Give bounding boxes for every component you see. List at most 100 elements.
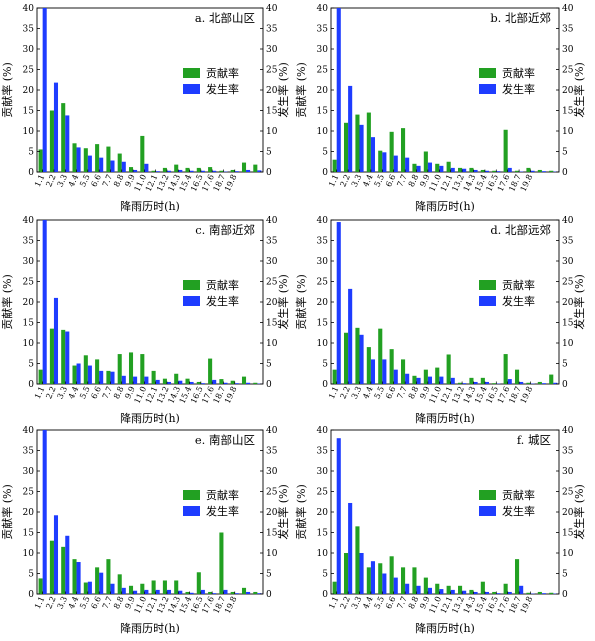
bar-contribution bbox=[332, 581, 337, 594]
bar-occurrence bbox=[462, 590, 467, 594]
y-axis-label-left: 贡献率 (%) bbox=[294, 62, 308, 118]
y-axis-label-right: 发生率 (%) bbox=[276, 484, 290, 540]
bar-occurrence bbox=[212, 170, 217, 172]
bar-contribution bbox=[332, 159, 337, 172]
y-tick-label-right: 35 bbox=[266, 447, 278, 457]
x-axis-label: 降雨历时(h) bbox=[415, 199, 475, 213]
x-tick-label: 3.3 bbox=[350, 173, 364, 188]
chart-panel-5: 0 0 5 5 10 10 15 15 20 20 25 25 30 30 35 35 40 40 1.12.23.… bbox=[0, 426, 290, 635]
bar-occurrence bbox=[121, 161, 126, 172]
bar-occurrence bbox=[53, 515, 59, 594]
bar-occurrence bbox=[427, 587, 433, 594]
bar-contribution bbox=[117, 354, 122, 384]
y-tick-label-left: 35 bbox=[317, 237, 329, 247]
bar-contribution bbox=[514, 369, 520, 384]
bar-contribution bbox=[549, 592, 554, 594]
panel-title: a. 北部山区 bbox=[195, 11, 255, 25]
x-tick-label: 6.6 bbox=[89, 595, 103, 610]
y-tick-label-left: 10 bbox=[317, 549, 329, 559]
y-tick-label-left: 15 bbox=[23, 319, 35, 329]
bar-occurrence bbox=[87, 365, 92, 384]
y-tick-label-right: 35 bbox=[562, 447, 574, 457]
y-axis-label-left: 贡献率 (%) bbox=[294, 484, 308, 540]
y-tick-label-left: 15 bbox=[317, 107, 329, 117]
bar-occurrence bbox=[99, 370, 104, 384]
legend-label-contribution: 贡献率 bbox=[502, 278, 535, 292]
x-tick-label: 8.8 bbox=[407, 385, 421, 400]
y-tick-label-left: 25 bbox=[23, 66, 35, 76]
bar-contribution bbox=[106, 146, 111, 172]
bar-contribution bbox=[446, 354, 451, 384]
x-tick-label: 3.3 bbox=[56, 173, 70, 188]
bar-contribution bbox=[400, 359, 406, 384]
bar-contribution bbox=[537, 381, 542, 384]
x-tick-label: 2.2 bbox=[44, 595, 58, 610]
bar-occurrence bbox=[416, 585, 421, 594]
y-tick-label-left: 5 bbox=[28, 148, 34, 158]
bar-contribution bbox=[230, 380, 235, 384]
y-axis-label-right: 发生率 (%) bbox=[572, 484, 586, 540]
y-tick-label-right: 35 bbox=[562, 237, 574, 247]
legend-label-occurrence: 发生率 bbox=[206, 504, 239, 518]
y-tick-label-left: 20 bbox=[317, 86, 329, 96]
bar-contribution bbox=[378, 563, 383, 594]
y-tick-label-right: 20 bbox=[266, 298, 278, 308]
bar-contribution bbox=[514, 559, 520, 594]
bar-contribution bbox=[230, 169, 235, 172]
bar-contribution bbox=[117, 574, 122, 594]
legend-swatch-occurrence bbox=[479, 84, 496, 94]
bar-contribution bbox=[537, 591, 542, 594]
legend-label-contribution: 贡献率 bbox=[502, 488, 535, 502]
x-tick-label: 7.7 bbox=[101, 173, 115, 188]
bar-occurrence bbox=[76, 147, 81, 172]
bar-contribution bbox=[117, 153, 122, 172]
x-tick-label: 6.6 bbox=[89, 173, 103, 188]
bar-contribution bbox=[106, 559, 111, 594]
x-tick-label: 8.8 bbox=[112, 595, 126, 610]
x-tick-label: 7.7 bbox=[395, 385, 409, 400]
bar-occurrence bbox=[427, 376, 433, 384]
y-tick-label-left: 35 bbox=[317, 447, 329, 457]
bar-contribution bbox=[389, 556, 394, 594]
bar-contribution bbox=[378, 328, 383, 384]
x-axis-label: 降雨历时(h) bbox=[120, 411, 180, 425]
y-tick-label-left: 15 bbox=[317, 319, 329, 329]
x-tick-label: 7.7 bbox=[395, 595, 409, 610]
y-tick-label-left: 20 bbox=[23, 86, 35, 96]
bar-contribution bbox=[208, 358, 213, 384]
bar-contribution bbox=[480, 169, 485, 172]
bar-contribution bbox=[151, 370, 156, 384]
bar-contribution bbox=[151, 170, 156, 172]
bar-occurrence bbox=[110, 583, 115, 594]
bar-contribution bbox=[378, 150, 383, 172]
bar-occurrence bbox=[519, 585, 524, 594]
x-tick-label: 6.6 bbox=[384, 595, 398, 610]
y-tick-label-left: 40 bbox=[317, 216, 329, 226]
bar-occurrence bbox=[87, 155, 92, 172]
x-tick-label: 4.4 bbox=[67, 173, 81, 188]
bar-contribution bbox=[83, 582, 88, 594]
bar-contribution bbox=[72, 559, 77, 594]
bar-contribution bbox=[435, 163, 440, 172]
y-tick-label-right: 40 bbox=[266, 426, 278, 436]
bar-contribution bbox=[423, 369, 428, 384]
bar-occurrence bbox=[189, 170, 194, 172]
chart-panel-3: 0 0 5 5 10 10 15 15 20 20 25 25 30 30 35 35 40 40 1.12.23.… bbox=[0, 216, 290, 425]
bar-contribution bbox=[526, 382, 531, 384]
legend-swatch-contribution bbox=[183, 490, 200, 500]
x-axis-label: 降雨历时(h) bbox=[120, 199, 180, 213]
bar-contribution bbox=[549, 170, 554, 172]
bar-contribution bbox=[549, 374, 554, 384]
y-tick-label-right: 15 bbox=[266, 319, 278, 329]
x-tick-label: 4.4 bbox=[361, 595, 375, 610]
y-tick-label-left: 30 bbox=[317, 467, 329, 477]
legend-label-contribution: 贡献率 bbox=[206, 66, 239, 80]
x-tick-label: 4.4 bbox=[361, 173, 375, 188]
y-axis-label-left: 贡献率 (%) bbox=[294, 274, 308, 330]
bar-contribution bbox=[162, 167, 167, 172]
bar-occurrence bbox=[405, 157, 410, 172]
y-tick-label-right: 20 bbox=[562, 86, 574, 96]
y-tick-label-left: 25 bbox=[317, 66, 329, 76]
bar-contribution bbox=[469, 589, 474, 594]
